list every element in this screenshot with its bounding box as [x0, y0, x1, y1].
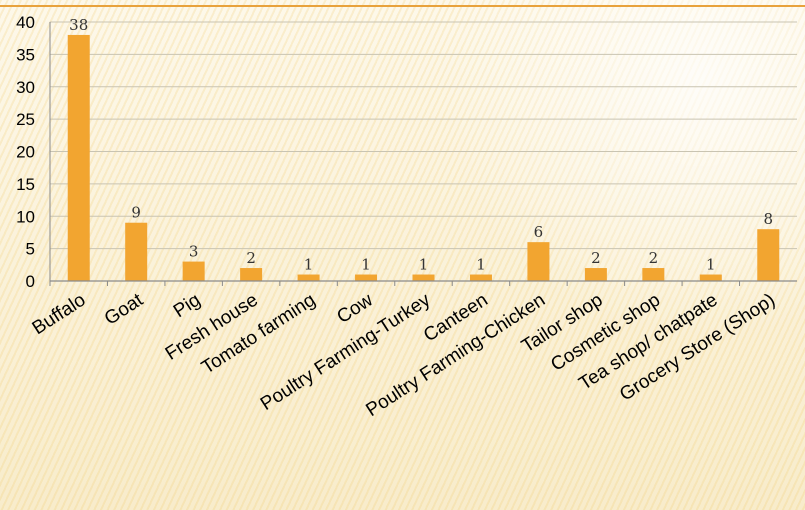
- bar: [182, 261, 205, 281]
- data-label: 6: [534, 223, 544, 241]
- y-tick-label: 10: [16, 207, 35, 226]
- bar: [67, 34, 90, 282]
- y-tick-label: 30: [16, 78, 35, 97]
- bar: [355, 274, 378, 281]
- y-tick-label: 25: [16, 110, 35, 129]
- bar: [584, 268, 607, 281]
- y-tick-label: 15: [16, 175, 35, 194]
- gridlines: [50, 21, 797, 250]
- data-label: 1: [419, 256, 429, 274]
- bar: [699, 274, 722, 281]
- data-label: 1: [361, 256, 371, 274]
- data-label: 1: [304, 256, 314, 274]
- data-label: 1: [706, 256, 716, 274]
- x-tick-label: Buffalo: [29, 290, 90, 340]
- x-tick-label: Cow: [333, 289, 377, 327]
- bar: [125, 222, 148, 281]
- y-axis: 0 5 10 15 20 25 30 35 40: [16, 13, 51, 291]
- x-tick-label: Goat: [101, 289, 148, 329]
- data-label: 3: [189, 243, 199, 261]
- data-label: 38: [69, 16, 88, 34]
- bars: [67, 34, 780, 282]
- data-labels: 38 9 3 2 1 1 1 1 6 2 2 1 8: [69, 16, 773, 274]
- y-tick-label: 40: [16, 13, 35, 32]
- y-tick-label: 20: [16, 143, 35, 162]
- y-tick-label: 0: [26, 272, 35, 291]
- bar: [469, 274, 492, 281]
- bar: [412, 274, 435, 281]
- y-tick-label: 5: [26, 240, 35, 259]
- x-tick-label: Pig: [170, 290, 204, 323]
- data-label: 2: [246, 249, 256, 267]
- data-label: 2: [649, 249, 659, 267]
- data-label: 9: [131, 204, 141, 222]
- bar: [240, 268, 263, 281]
- bar: [527, 242, 550, 281]
- bar: [757, 229, 780, 281]
- data-label: 1: [476, 256, 486, 274]
- bar: [297, 274, 320, 281]
- top-rule: [0, 5, 805, 7]
- data-label: 2: [591, 249, 601, 267]
- y-tick-label: 35: [16, 45, 35, 64]
- data-label: 8: [763, 210, 773, 228]
- bar: [642, 268, 665, 281]
